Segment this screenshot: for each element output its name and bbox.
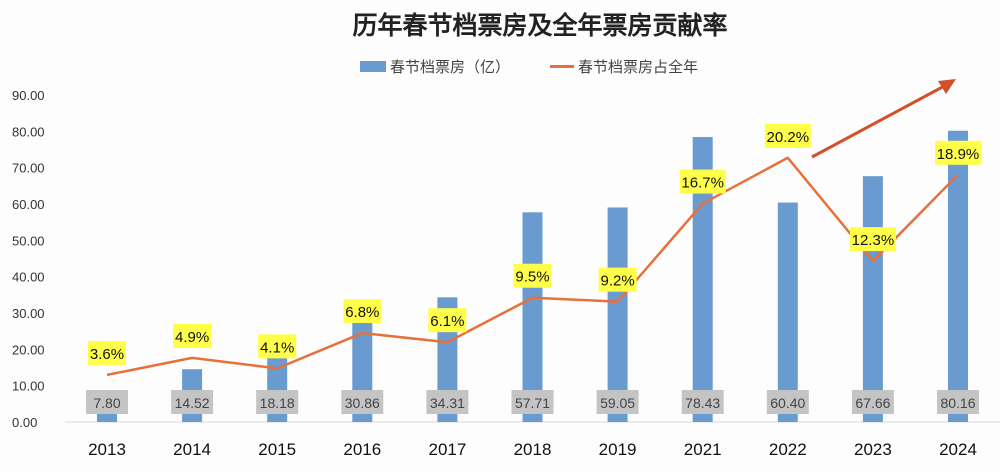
bar-data-label: 59.05 bbox=[600, 395, 635, 411]
line-data-label: 12.3% bbox=[852, 232, 895, 249]
legend-line-label: 春节档票房占全年 bbox=[578, 58, 699, 76]
bar-label-bg bbox=[681, 390, 724, 414]
bar-label-bg bbox=[511, 390, 554, 414]
x-tick-label: 2014 bbox=[173, 440, 211, 459]
line-data-label: 6.8% bbox=[345, 304, 379, 321]
trend-arrow-icon bbox=[811, 82, 949, 159]
line-label-bg bbox=[935, 140, 981, 165]
bar-data-label: 14.52 bbox=[175, 395, 210, 411]
bar-label-bg bbox=[426, 390, 469, 414]
legend-line-swatch bbox=[550, 65, 575, 68]
bar-label-bg bbox=[171, 390, 214, 414]
bar-data-label: 67.66 bbox=[855, 395, 890, 411]
y-tick-label: 20.00 bbox=[12, 342, 45, 357]
line-label-bg bbox=[764, 123, 811, 148]
line-label-bg bbox=[258, 334, 297, 359]
line-data-label: 4.9% bbox=[175, 329, 209, 346]
bar-label-bg bbox=[851, 390, 894, 414]
legend-bar-swatch bbox=[360, 61, 386, 72]
bar bbox=[607, 207, 628, 422]
bar-data-label: 60.40 bbox=[770, 395, 805, 411]
y-tick-label: 80.00 bbox=[12, 124, 45, 139]
bar-label-bg bbox=[256, 390, 299, 414]
line-data-label: 20.2% bbox=[767, 129, 810, 146]
line-label-bg bbox=[849, 227, 896, 252]
x-tick-label: 2018 bbox=[514, 440, 552, 459]
x-tick-label: 2019 bbox=[599, 440, 637, 459]
line-label-bg bbox=[88, 340, 126, 365]
x-tick-label: 2017 bbox=[428, 440, 466, 459]
line-label-bg bbox=[513, 263, 552, 288]
bar-label-bg bbox=[86, 390, 128, 414]
line-label-bg bbox=[428, 308, 467, 333]
legend: 春节档票房（亿） 春节档票房占全年 bbox=[360, 56, 698, 77]
legend-bar-label: 春节档票房（亿） bbox=[390, 58, 511, 76]
bar-data-label: 7.80 bbox=[93, 395, 120, 411]
bar-label-bg bbox=[766, 390, 809, 414]
trend-arrow-head-icon bbox=[938, 79, 956, 94]
bar-data-label: 57.71 bbox=[515, 395, 550, 411]
x-tick-label: 2013 bbox=[88, 440, 126, 459]
bar-data-label: 78.43 bbox=[685, 395, 720, 411]
line-data-label: 18.9% bbox=[937, 146, 980, 163]
bar-data-label: 34.31 bbox=[430, 395, 465, 411]
y-tick-label: 50.00 bbox=[12, 233, 45, 248]
line-label-bg bbox=[598, 267, 637, 292]
bar-data-label: 18.18 bbox=[260, 395, 295, 411]
line-data-label: 3.6% bbox=[90, 346, 124, 363]
bar-data-label: 80.16 bbox=[940, 395, 975, 411]
bar bbox=[862, 176, 883, 422]
y-tick-label: 10.00 bbox=[12, 379, 45, 394]
bar-label-bg bbox=[341, 390, 384, 414]
bar bbox=[777, 202, 798, 422]
line-data-label: 9.5% bbox=[515, 269, 549, 286]
bar bbox=[948, 130, 968, 422]
line-label-bg bbox=[173, 323, 212, 348]
line-data-label: 9.2% bbox=[600, 273, 634, 290]
line-data-label: 6.1% bbox=[430, 313, 464, 330]
x-tick-label: 2024 bbox=[939, 440, 977, 459]
y-tick-label: 90.00 bbox=[12, 88, 45, 103]
y-tick-label: 40.00 bbox=[12, 270, 45, 285]
bar-data-label: 30.86 bbox=[345, 395, 380, 411]
x-tick-label: 2022 bbox=[769, 440, 807, 459]
line-series bbox=[106, 156, 959, 377]
line-label-bg bbox=[343, 299, 382, 324]
line-data-label: 4.1% bbox=[260, 339, 294, 356]
x-tick-label: 2015 bbox=[258, 440, 296, 459]
bar-label-bg bbox=[596, 390, 639, 414]
x-tick-label: 2016 bbox=[343, 440, 381, 459]
x-tick-label: 2023 bbox=[854, 440, 892, 459]
y-tick-label: 30.00 bbox=[12, 306, 45, 321]
line-label-bg bbox=[679, 169, 726, 194]
y-tick-label: 70.00 bbox=[12, 161, 45, 176]
x-tick-label: 2021 bbox=[684, 440, 722, 459]
y-tick-label: 0.00 bbox=[12, 415, 37, 430]
chart-title: 历年春节档票房及全年票房贡献率 bbox=[352, 11, 728, 40]
y-tick-label: 60.00 bbox=[12, 197, 45, 212]
bar-label-bg bbox=[937, 390, 979, 414]
line-data-label: 16.7% bbox=[681, 175, 724, 192]
